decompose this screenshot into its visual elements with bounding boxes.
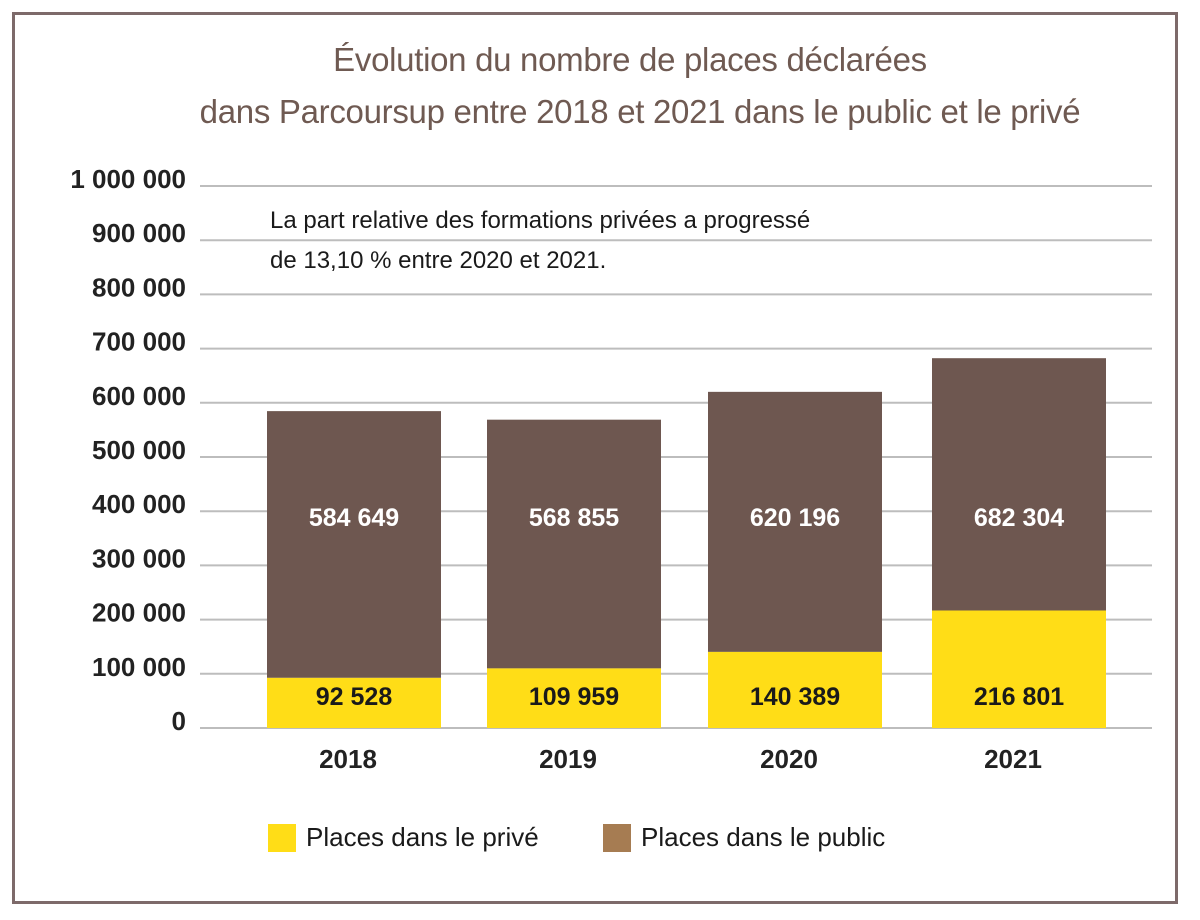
x-tick-label-2018: 2018 (319, 744, 377, 774)
bar-prive-2018 (267, 677, 441, 728)
annotation-line-1: La part relative des formations privées … (270, 207, 810, 234)
x-tick-label-2019: 2019 (539, 744, 597, 774)
x-tick-label-2021: 2021 (984, 744, 1042, 774)
legend-label-public: Places dans le public (641, 822, 886, 852)
bar-public-2018 (267, 411, 441, 678)
x-axis-ticks: 2018 2019 2020 2021 (319, 744, 1042, 774)
bar-prive-2019 (487, 668, 661, 728)
value-label-public-2021: 682 304 (974, 504, 1064, 532)
y-tick-label: 500 000 (92, 435, 186, 465)
value-label-prive-2020: 140 389 (750, 683, 840, 711)
y-tick-label: 900 000 (92, 218, 186, 248)
value-label-public-2018: 584 649 (309, 504, 399, 532)
legend-item-prive: Places dans le privé (268, 822, 539, 853)
chart-frame (12, 12, 1178, 904)
y-tick-label: 200 000 (92, 598, 186, 628)
y-axis-ticks: 0 100 000 200 000 300 000 400 000 500 000 600 … (70, 164, 186, 736)
y-tick-label: 0 (172, 706, 186, 736)
bar-public-2020 (708, 391, 882, 652)
bars (267, 358, 1106, 728)
value-labels: 584 649 92 528 568 855 109 959 620 196 140 38… (309, 504, 1064, 711)
chart-title-line-2: dans Parcoursup entre 2018 et 2021 dans … (199, 93, 1081, 130)
value-label-prive-2019: 109 959 (529, 683, 619, 711)
y-tick-label: 800 000 (92, 272, 186, 302)
value-label-public-2019: 568 855 (529, 504, 619, 532)
chart-title-line-1: Évolution du nombre de places déclarées (333, 41, 927, 78)
legend-item-public: Places dans le public (603, 822, 885, 853)
bar-public-2019 (487, 419, 661, 669)
bar-prive-2020 (708, 651, 882, 728)
y-tick-label: 700 000 (92, 327, 186, 357)
value-label-public-2020: 620 196 (750, 504, 840, 532)
y-tick-label: 600 000 (92, 381, 186, 411)
legend-label-prive: Places dans le privé (306, 822, 539, 852)
y-tick-label: 400 000 (92, 489, 186, 519)
annotation-line-2: de 13,10 % entre 2020 et 2021. (270, 247, 606, 274)
x-tick-label-2020: 2020 (760, 744, 818, 774)
y-tick-label: 1 000 000 (70, 164, 186, 194)
y-tick-label: 100 000 (92, 652, 186, 682)
bar-prive-2021 (932, 610, 1106, 728)
legend-swatch-public (603, 823, 631, 852)
value-label-prive-2021: 216 801 (974, 683, 1064, 711)
value-label-prive-2018: 92 528 (316, 683, 393, 711)
bar-public-2021 (932, 358, 1106, 611)
y-tick-label: 300 000 (92, 543, 186, 573)
legend-swatch-prive (268, 823, 296, 852)
